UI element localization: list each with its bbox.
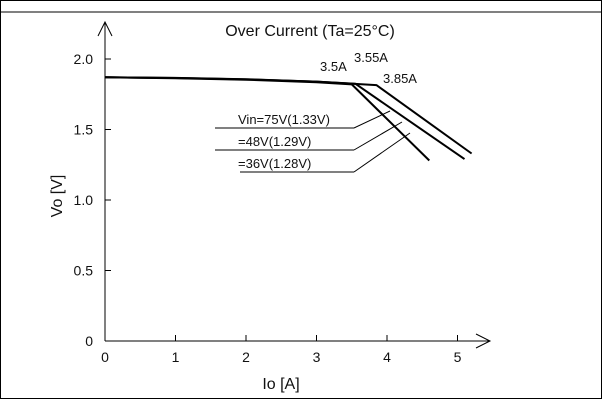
legend-leader — [353, 132, 411, 173]
x-tick-label: 0 — [101, 349, 109, 365]
x-tick-label: 1 — [172, 349, 180, 365]
x-tick-label: 5 — [454, 349, 462, 365]
annotations: 3.5A 3.55A 3.85A — [320, 50, 417, 86]
legend-label-3: =36V(1.28V) — [238, 156, 311, 171]
annotation-label: 3.5A — [320, 59, 347, 74]
x-tick-label: 3 — [313, 349, 321, 365]
y-tick-label: 2.0 — [74, 51, 94, 67]
chart-title: Over Current (Ta=25°C) — [225, 23, 395, 40]
x-axis-label: Io [A] — [262, 376, 299, 393]
series-lines — [104, 76, 473, 162]
y-tick-label: 1.5 — [74, 122, 94, 138]
x-tick-label: 4 — [383, 349, 391, 365]
legend-leader — [353, 110, 391, 129]
y-tick-label: 0.5 — [74, 263, 94, 279]
legend-label-2: =48V(1.29V) — [238, 134, 311, 149]
annotation-label: 3.85A — [383, 71, 417, 86]
x-axis-arrow — [475, 333, 492, 349]
y-tick-label: 0 — [85, 333, 93, 349]
legend-leaders — [215, 110, 411, 173]
x-ticks: 0 1 2 3 4 5 — [101, 335, 462, 365]
annotation-label: 3.55A — [354, 50, 388, 65]
legend: Vin=75V(1.33V) =48V(1.29V) =36V(1.28V) — [238, 112, 330, 171]
x-tick-label: 2 — [242, 349, 250, 365]
legend-label-1: Vin=75V(1.33V) — [238, 112, 330, 127]
y-tick-label: 1.0 — [74, 192, 94, 208]
y-axis-label: Vo [V] — [49, 175, 66, 218]
series-line-3 — [104, 76, 431, 162]
y-axis-arrow — [97, 20, 113, 37]
y-ticks: 0 0.5 1.0 1.5 2.0 — [74, 51, 111, 349]
legend-leader — [353, 121, 403, 151]
